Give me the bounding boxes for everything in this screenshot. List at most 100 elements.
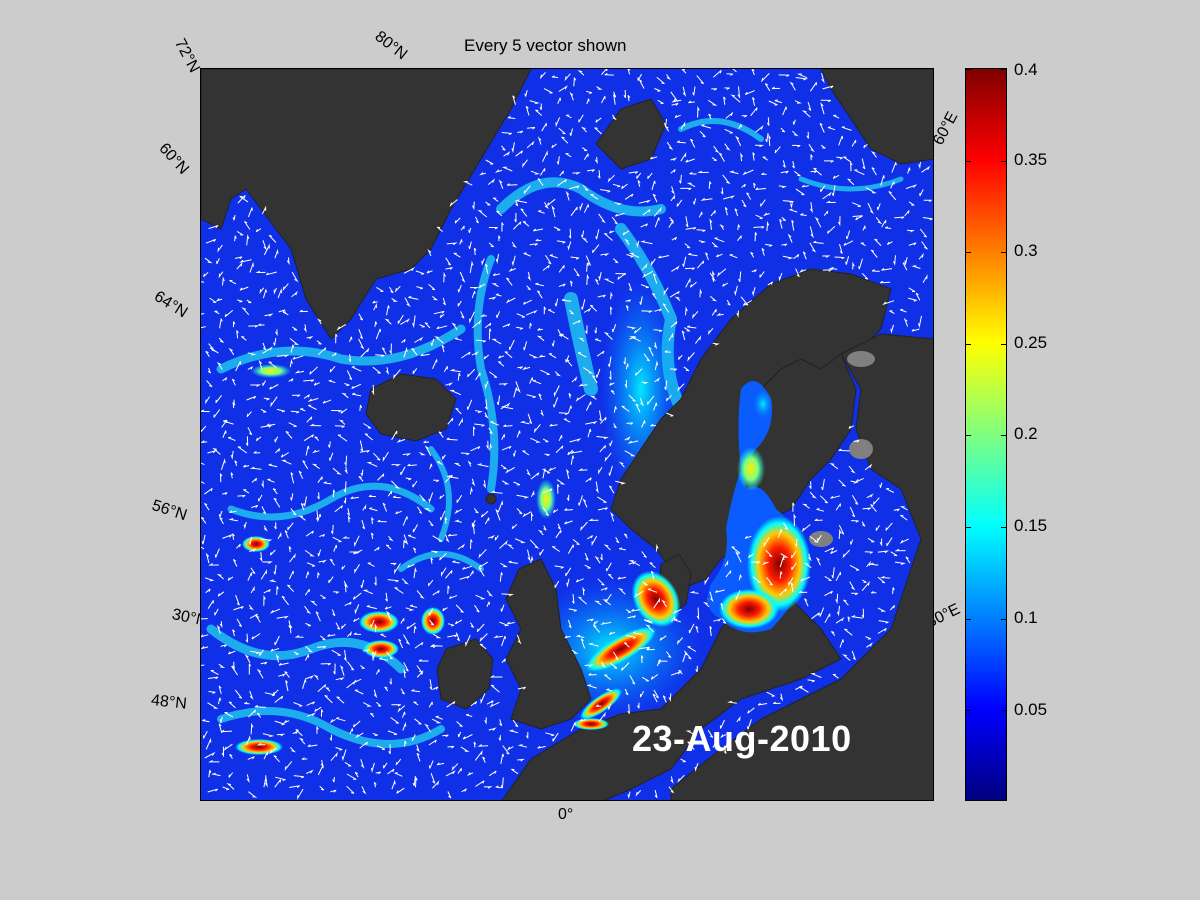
vector-arrow xyxy=(250,722,254,735)
vector-arrow xyxy=(424,445,432,457)
vector-arrow xyxy=(552,509,559,514)
vector-arrow xyxy=(558,412,569,416)
vector-arrow xyxy=(678,669,683,675)
vector-arrow xyxy=(877,576,886,584)
vector-arrow xyxy=(517,744,528,748)
vector-arrow xyxy=(204,257,213,264)
vector-arrow xyxy=(254,614,261,623)
vector-arrow xyxy=(432,535,443,542)
vector-arrow xyxy=(792,502,795,512)
vector-arrow xyxy=(497,361,505,367)
vector-arrow xyxy=(228,518,238,522)
vector-arrow xyxy=(649,562,656,569)
vector-arrow xyxy=(695,625,699,633)
vector-arrow xyxy=(864,463,873,471)
vector-arrow xyxy=(447,791,452,799)
vector-arrow xyxy=(481,258,485,266)
vector-arrow xyxy=(625,305,629,311)
vector-arrow xyxy=(449,389,462,396)
vector-arrow xyxy=(336,323,347,331)
vector-arrow xyxy=(319,785,325,791)
vector-arrow xyxy=(415,270,425,275)
vector-arrow xyxy=(877,607,887,612)
vector-arrow xyxy=(557,523,561,530)
vector-arrow xyxy=(723,96,726,105)
vector-arrow xyxy=(899,506,908,511)
vector-arrow xyxy=(794,538,798,547)
vector-arrow xyxy=(752,97,756,106)
vector-arrow xyxy=(267,478,275,483)
vector-arrow xyxy=(759,271,765,278)
vector-arrow xyxy=(607,703,612,710)
vector-arrow xyxy=(636,240,640,249)
vector-arrow xyxy=(430,773,436,784)
vector-arrow xyxy=(403,266,415,274)
vector-arrow xyxy=(578,337,585,342)
vector-arrow xyxy=(623,533,628,539)
vector-arrow xyxy=(420,353,430,357)
vector-arrow xyxy=(281,595,289,606)
vector-arrow xyxy=(315,611,321,622)
vector-arrow xyxy=(747,707,755,714)
vector-arrow xyxy=(689,590,699,594)
vector-arrow xyxy=(445,475,459,479)
vector-arrow xyxy=(529,539,540,549)
vector-arrow xyxy=(358,338,365,350)
vector-arrow xyxy=(234,235,237,242)
vector-arrow xyxy=(600,661,607,669)
vector-arrow xyxy=(565,190,570,201)
vector-arrow xyxy=(336,717,346,722)
vector-arrow xyxy=(639,296,643,305)
vector-arrow xyxy=(358,313,364,321)
vector-arrow xyxy=(282,720,290,724)
vector-arrow xyxy=(212,447,221,455)
vector-arrow xyxy=(289,358,293,368)
vector-arrow xyxy=(803,563,812,569)
vector-arrow xyxy=(552,546,560,552)
vector-arrow xyxy=(866,642,873,648)
vector-arrow xyxy=(662,695,667,703)
vector-arrow xyxy=(269,747,277,755)
vector-arrow xyxy=(585,255,592,267)
vector-arrow xyxy=(268,463,278,468)
vector-arrow xyxy=(535,238,542,242)
vector-arrow xyxy=(343,650,347,663)
vector-arrow xyxy=(457,284,462,293)
vector-arrow xyxy=(508,560,518,564)
vector-arrow xyxy=(832,673,839,679)
vector-arrow xyxy=(305,645,314,653)
vector-arrow xyxy=(842,549,851,559)
vector-arrow xyxy=(861,580,870,592)
vector-arrow xyxy=(258,323,265,326)
vector-arrow xyxy=(611,216,618,225)
vector-arrow xyxy=(604,452,612,463)
vector-arrow xyxy=(657,99,664,104)
vector-arrow xyxy=(280,459,292,465)
lat-label-48n: 48°N xyxy=(150,692,188,713)
vector-arrow xyxy=(596,436,609,440)
vector-arrow xyxy=(451,763,459,772)
vector-arrow xyxy=(394,772,403,777)
vector-arrow xyxy=(625,634,637,639)
vector-arrow xyxy=(650,258,656,267)
vector-arrow xyxy=(669,290,680,298)
vector-arrow xyxy=(583,204,589,213)
vector-arrow xyxy=(306,562,316,567)
vector-arrow xyxy=(697,105,700,118)
vector-arrow xyxy=(447,623,455,627)
vector-arrow xyxy=(544,453,550,457)
vector-arrow xyxy=(511,523,518,530)
vector-arrow xyxy=(248,663,252,675)
vector-arrow xyxy=(413,701,419,706)
vector-arrow xyxy=(407,564,415,568)
land-great-britain xyxy=(505,558,592,730)
vector-arrow xyxy=(218,685,222,695)
vector-arrow xyxy=(290,493,294,501)
vector-arrow xyxy=(765,132,769,143)
vector-arrow xyxy=(204,751,216,759)
vector-arrow xyxy=(788,577,794,587)
vector-arrow xyxy=(721,618,727,624)
vector-arrow xyxy=(738,574,742,581)
vector-arrow xyxy=(668,332,674,342)
vector-arrow xyxy=(501,145,506,151)
